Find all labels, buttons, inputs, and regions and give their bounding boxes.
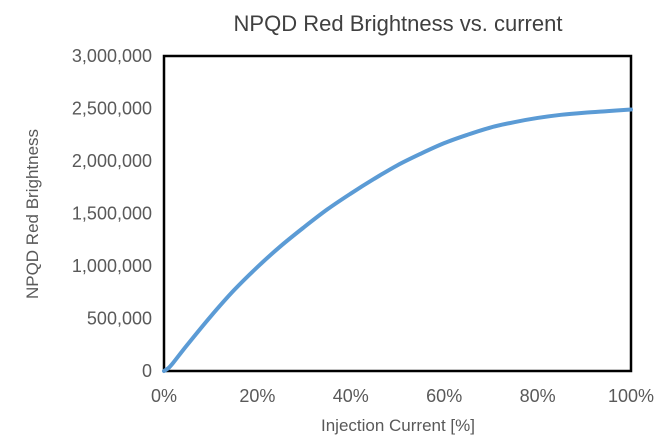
y-tick-labels: 0 500,000 1,000,000 1,500,000 2,000,000 2,500… (72, 46, 152, 381)
series-layer (162, 107, 633, 373)
y-tick-label: 500,000 (87, 309, 152, 329)
y-tick-label: 0 (142, 361, 152, 381)
y-tick-label: 1,500,000 (72, 204, 152, 224)
x-tick-label: 80% (520, 386, 556, 406)
x-tick-label: 20% (239, 386, 275, 406)
x-tick-label: 60% (426, 386, 462, 406)
plot-area-frame (162, 54, 633, 373)
y-tick-label: 3,000,000 (72, 46, 152, 66)
x-tick-label: 100% (608, 386, 654, 406)
x-axis-title: Injection Current [%] (321, 416, 475, 435)
y-tick-label: 1,000,000 (72, 256, 152, 276)
y-tick-label: 2,500,000 (72, 99, 152, 119)
x-tick-label: 0% (151, 386, 177, 406)
y-tick-label: 2,000,000 (72, 151, 152, 171)
x-tick-label: 40% (333, 386, 369, 406)
series-line (162, 107, 633, 373)
x-tick-labels: 0% 20% 40% 60% 80% 100% (151, 386, 654, 406)
y-axis-title: NPQD Red Brightness (23, 129, 42, 299)
chart-title: NPQD Red Brightness vs. current (234, 11, 563, 36)
